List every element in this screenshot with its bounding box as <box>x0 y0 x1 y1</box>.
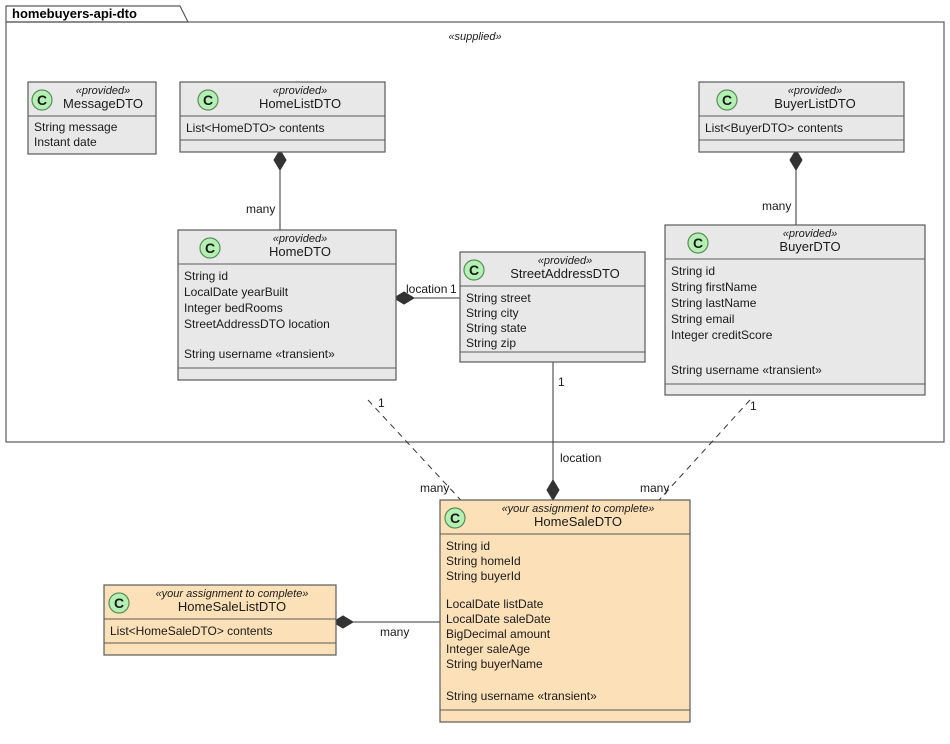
class-HomeSaleDTO: C «your assignment to complete» HomeSale… <box>440 500 690 722</box>
attr: List<BuyerDTO> contents <box>705 121 843 135</box>
attr: List<HomeSaleDTO> contents <box>110 624 273 638</box>
attr: String firstName <box>671 280 757 294</box>
attr: String id <box>671 264 715 278</box>
classname: MessageDTO <box>63 96 143 111</box>
attr: String message <box>34 120 118 134</box>
class-StreetAddressDTO: C «provided» StreetAddressDTO String str… <box>460 252 645 362</box>
attr: String username «transient» <box>446 689 597 703</box>
class-MessageDTO: C «provided» MessageDTO String message I… <box>28 82 156 154</box>
classname: HomeSaleListDTO <box>178 599 286 614</box>
edge-home-sale <box>368 400 470 510</box>
svg-text:C: C <box>114 595 124 611</box>
attr: String city <box>466 306 519 320</box>
classname: HomeDTO <box>269 244 331 259</box>
attr: LocalDate yearBuilt <box>184 285 289 299</box>
attr: String email <box>671 312 734 326</box>
class-BuyerDTO: C «provided» BuyerDTO String id String f… <box>665 225 925 395</box>
lbl-loc2: location <box>560 451 601 465</box>
diamond-homelist <box>274 150 286 170</box>
attr: LocalDate listDate <box>446 597 544 611</box>
attr: String lastName <box>671 296 757 310</box>
attr: String username «transient» <box>184 347 335 361</box>
package-stereo: «supplied» <box>448 31 501 43</box>
diamond-sale-addr <box>547 480 559 500</box>
attr: BigDecimal amount <box>446 627 551 641</box>
package-name: homebuyers-api-dto <box>12 6 137 21</box>
classname: BuyerListDTO <box>774 96 855 111</box>
svg-text:C: C <box>469 262 479 278</box>
diamond-buyerlist <box>790 150 802 170</box>
classname: HomeSaleDTO <box>534 514 622 529</box>
class-HomeDTO: C «provided» HomeDTO String id LocalDate… <box>178 230 396 380</box>
lbl-one-addr: 1 <box>558 375 565 389</box>
svg-text:C: C <box>693 235 703 251</box>
lbl-loc1: location <box>406 282 447 296</box>
class-HomeListDTO: C «provided» HomeListDTO List<HomeDTO> c… <box>180 82 385 152</box>
class-BuyerListDTO: C «provided» BuyerListDTO List<BuyerDTO>… <box>699 82 904 152</box>
lbl-many-1: many <box>246 202 275 216</box>
lbl-many-2: many <box>762 199 791 213</box>
attr: Integer creditScore <box>671 328 773 342</box>
svg-text:C: C <box>203 92 213 108</box>
attr: String street <box>466 291 531 305</box>
attr: String buyerId <box>446 569 521 583</box>
svg-text:C: C <box>450 510 460 526</box>
attr: String buyerName <box>446 657 543 671</box>
svg-text:C: C <box>205 240 215 256</box>
attr: LocalDate saleDate <box>446 612 551 626</box>
attr: Instant date <box>34 135 97 149</box>
lbl-many-3: many <box>420 481 449 495</box>
lbl-one-home: 1 <box>378 396 385 410</box>
svg-text:C: C <box>37 92 47 108</box>
attr: String zip <box>466 336 516 350</box>
attr: String username «transient» <box>671 363 822 377</box>
attr: List<HomeDTO> contents <box>186 121 325 135</box>
attr: String homeId <box>446 554 521 568</box>
attr: String state <box>466 321 527 335</box>
attr: StreetAddressDTO location <box>184 317 330 331</box>
lbl-many-4: many <box>640 481 669 495</box>
class-HomeSaleListDTO: C «your assignment to complete» HomeSale… <box>104 585 336 655</box>
attr: String id <box>184 269 228 283</box>
lbl-one-buyer: 1 <box>750 399 757 413</box>
classname: BuyerDTO <box>779 239 840 254</box>
lbl-many-5: many <box>380 625 409 639</box>
classname: StreetAddressDTO <box>510 266 620 281</box>
classname: HomeListDTO <box>259 96 341 111</box>
lbl-loc1b: 1 <box>450 282 457 296</box>
svg-text:C: C <box>722 92 732 108</box>
attr: Integer bedRooms <box>184 301 283 315</box>
attr: String id <box>446 539 490 553</box>
attr: Integer saleAge <box>446 642 530 656</box>
